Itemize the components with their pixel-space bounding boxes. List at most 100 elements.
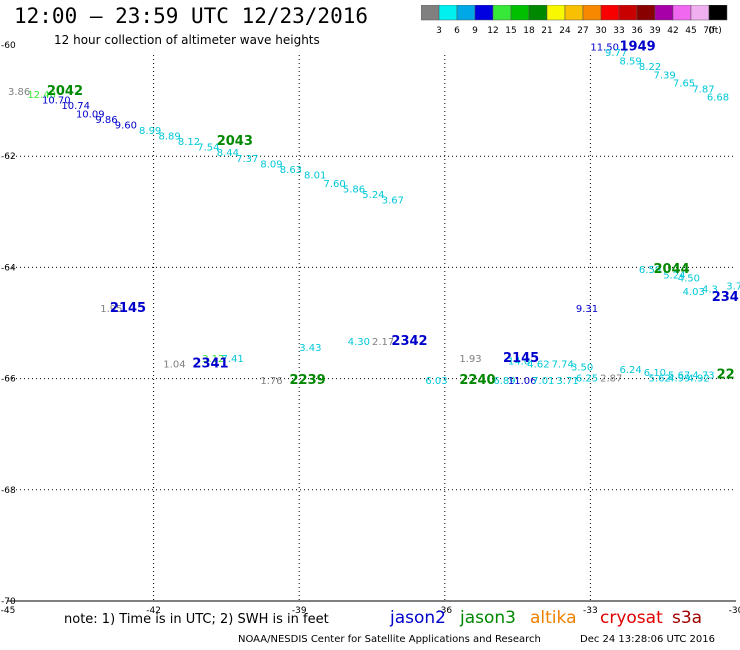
swh-value-label: 8.44 [217, 148, 239, 159]
colorbar-label: 70 [703, 26, 715, 35]
swh-value-label: 7.60 [323, 179, 345, 190]
pass-time-label: 2239 [289, 373, 325, 388]
swh-value-label: 4.92 [687, 373, 709, 384]
y-tick-label: -62 [1, 152, 16, 162]
colorbar [421, 5, 728, 21]
y-tick-label: -70 [1, 597, 16, 607]
colorbar-label: 21 [541, 26, 552, 35]
x-tick-label: -36 [437, 606, 452, 616]
swh-value-label: 6.59 [639, 265, 661, 276]
swh-value-label: 1.95 [100, 304, 122, 315]
swh-value-label: 10.09 [76, 109, 105, 120]
y-tick-label: -60 [1, 41, 16, 51]
colorbar-label: 18 [523, 26, 535, 35]
colorbar-label: 33 [613, 26, 624, 35]
swh-value-label: 4.3 [702, 284, 718, 295]
swh-value-label: 8.63 [280, 165, 302, 176]
pass-time-label: 2240 [459, 373, 495, 388]
swh-value-label: 6.25 [576, 373, 598, 384]
swh-value-label: 5.62 [649, 373, 671, 384]
swh-value-label: 9.31 [576, 304, 598, 315]
swh-value-label: 3.67 [382, 195, 404, 206]
swh-value-label: 3.12 [202, 354, 224, 365]
swh-value-label: 3.43 [299, 343, 321, 354]
colorbar-label: 27 [577, 26, 588, 35]
swh-value-label: 6.24 [620, 365, 642, 376]
colorbar-label: 3 [436, 26, 442, 35]
x-tick-label: -42 [146, 606, 161, 616]
swh-value-label: 7.39 [653, 70, 675, 81]
swh-value-label: 4.73 [692, 371, 714, 382]
swh-value-label: 8.09 [260, 159, 282, 170]
swh-value-label: 7.37 [236, 154, 258, 165]
swh-value-label: 1.76 [260, 376, 282, 387]
footnote: note: 1) Time is in UTC; 2) SWH is in fe… [64, 612, 329, 627]
colorbar-labels: 3 6 9 12 15 18 21 24 27 30 33 36 39 42 45 70(ft) [436, 26, 722, 35]
colorbar-swatch [708, 5, 728, 21]
swh-value-label: 4.99 [668, 373, 690, 384]
swh-value-label: 3.76 [726, 282, 740, 293]
colorbar-label: 24 [559, 26, 571, 35]
swh-value-label: 10.70 [42, 95, 71, 106]
swh-value-label: 1.04 [163, 359, 185, 370]
pass-time-label: 2145 [503, 351, 539, 366]
colorbar-label: 39 [649, 26, 661, 35]
colorbar-label: 42 [667, 26, 678, 35]
y-tick-label: -64 [1, 263, 16, 273]
swh-value-label: 7.65 [673, 79, 695, 90]
swh-value-label: 5.24 [362, 190, 384, 201]
swh-value-label: 5.67 [668, 371, 690, 382]
chart-title: 12:00 – 23:59 UTC 12/23/2016 [14, 4, 369, 28]
x-tick-label: -33 [583, 606, 598, 616]
pass-time-label: 2044 [653, 262, 689, 277]
pass-time-label: 2145 [110, 301, 146, 316]
legend-jason2: jason2 [390, 608, 446, 628]
y-tick-label: -68 [1, 486, 16, 496]
colorbar-label: 6 [454, 26, 460, 35]
pass-time-label: 2342 [391, 334, 427, 349]
colorbar-label: 45 [685, 26, 696, 35]
timestamp: Dec 24 13:28:06 UTC 2016 [580, 634, 715, 645]
swh-value-label: 9.77 [605, 48, 627, 59]
y-tick-label: -66 [1, 375, 16, 385]
swh-value-label: 6.03 [425, 376, 447, 387]
swh-value-label: 7.87 [692, 84, 714, 95]
swh-value-label: 12.40 [27, 90, 56, 101]
colorbar-label: (ft) [708, 26, 722, 35]
x-tick-label: -30 [729, 606, 740, 616]
legend-s3a: s3a [672, 608, 703, 628]
colorbar-label: 15 [505, 26, 516, 35]
swh-value-label: 7.01 [532, 376, 554, 387]
colorbar-label: 36 [631, 26, 643, 35]
swh-value-label: 2.87 [600, 373, 622, 384]
swh-value-label: 3.71 [556, 376, 578, 387]
colorbar-label: 12 [487, 26, 498, 35]
swh-value-label: 3.50 [571, 362, 593, 373]
pass-time-label: 22 [717, 368, 735, 383]
pass-time-label: 1949 [620, 40, 656, 55]
swh-value-label: 5.86 [343, 184, 365, 195]
pass-time-label: 234 [712, 290, 739, 305]
swh-value-label: 11.06 [508, 376, 537, 387]
x-tick-label: -45 [1, 606, 16, 616]
swh-value-label: 3.86 [8, 87, 30, 98]
swh-value-label: 8.12 [178, 137, 200, 148]
swh-value-label: 8.99 [139, 126, 161, 137]
swh-value-label: 5.24 [663, 271, 685, 282]
swh-value-label: 7.41 [222, 354, 244, 365]
legend-altika: altika [530, 608, 577, 628]
swh-value-label: 4.50 [678, 273, 700, 284]
swh-value-label: 8.59 [620, 56, 642, 67]
pass-time-label: 2341 [192, 356, 228, 371]
chart-subtitle: 12 hour collection of altimeter wave hei… [54, 33, 320, 47]
swh-value-label: 4.30 [348, 337, 370, 348]
swh-value-label: 14.0 [508, 357, 530, 368]
swh-value-label: 2.17 [372, 337, 394, 348]
swh-value-label: 9.60 [115, 120, 137, 131]
swh-value-label: 8.22 [639, 62, 661, 73]
swh-value-label: 6.68 [707, 93, 729, 104]
swh-value-label: 7.74 [552, 359, 574, 370]
swh-value-label: 6.10 [644, 368, 666, 379]
swh-value-label: 4.03 [683, 287, 705, 298]
swh-value-label: 10.74 [61, 101, 90, 112]
